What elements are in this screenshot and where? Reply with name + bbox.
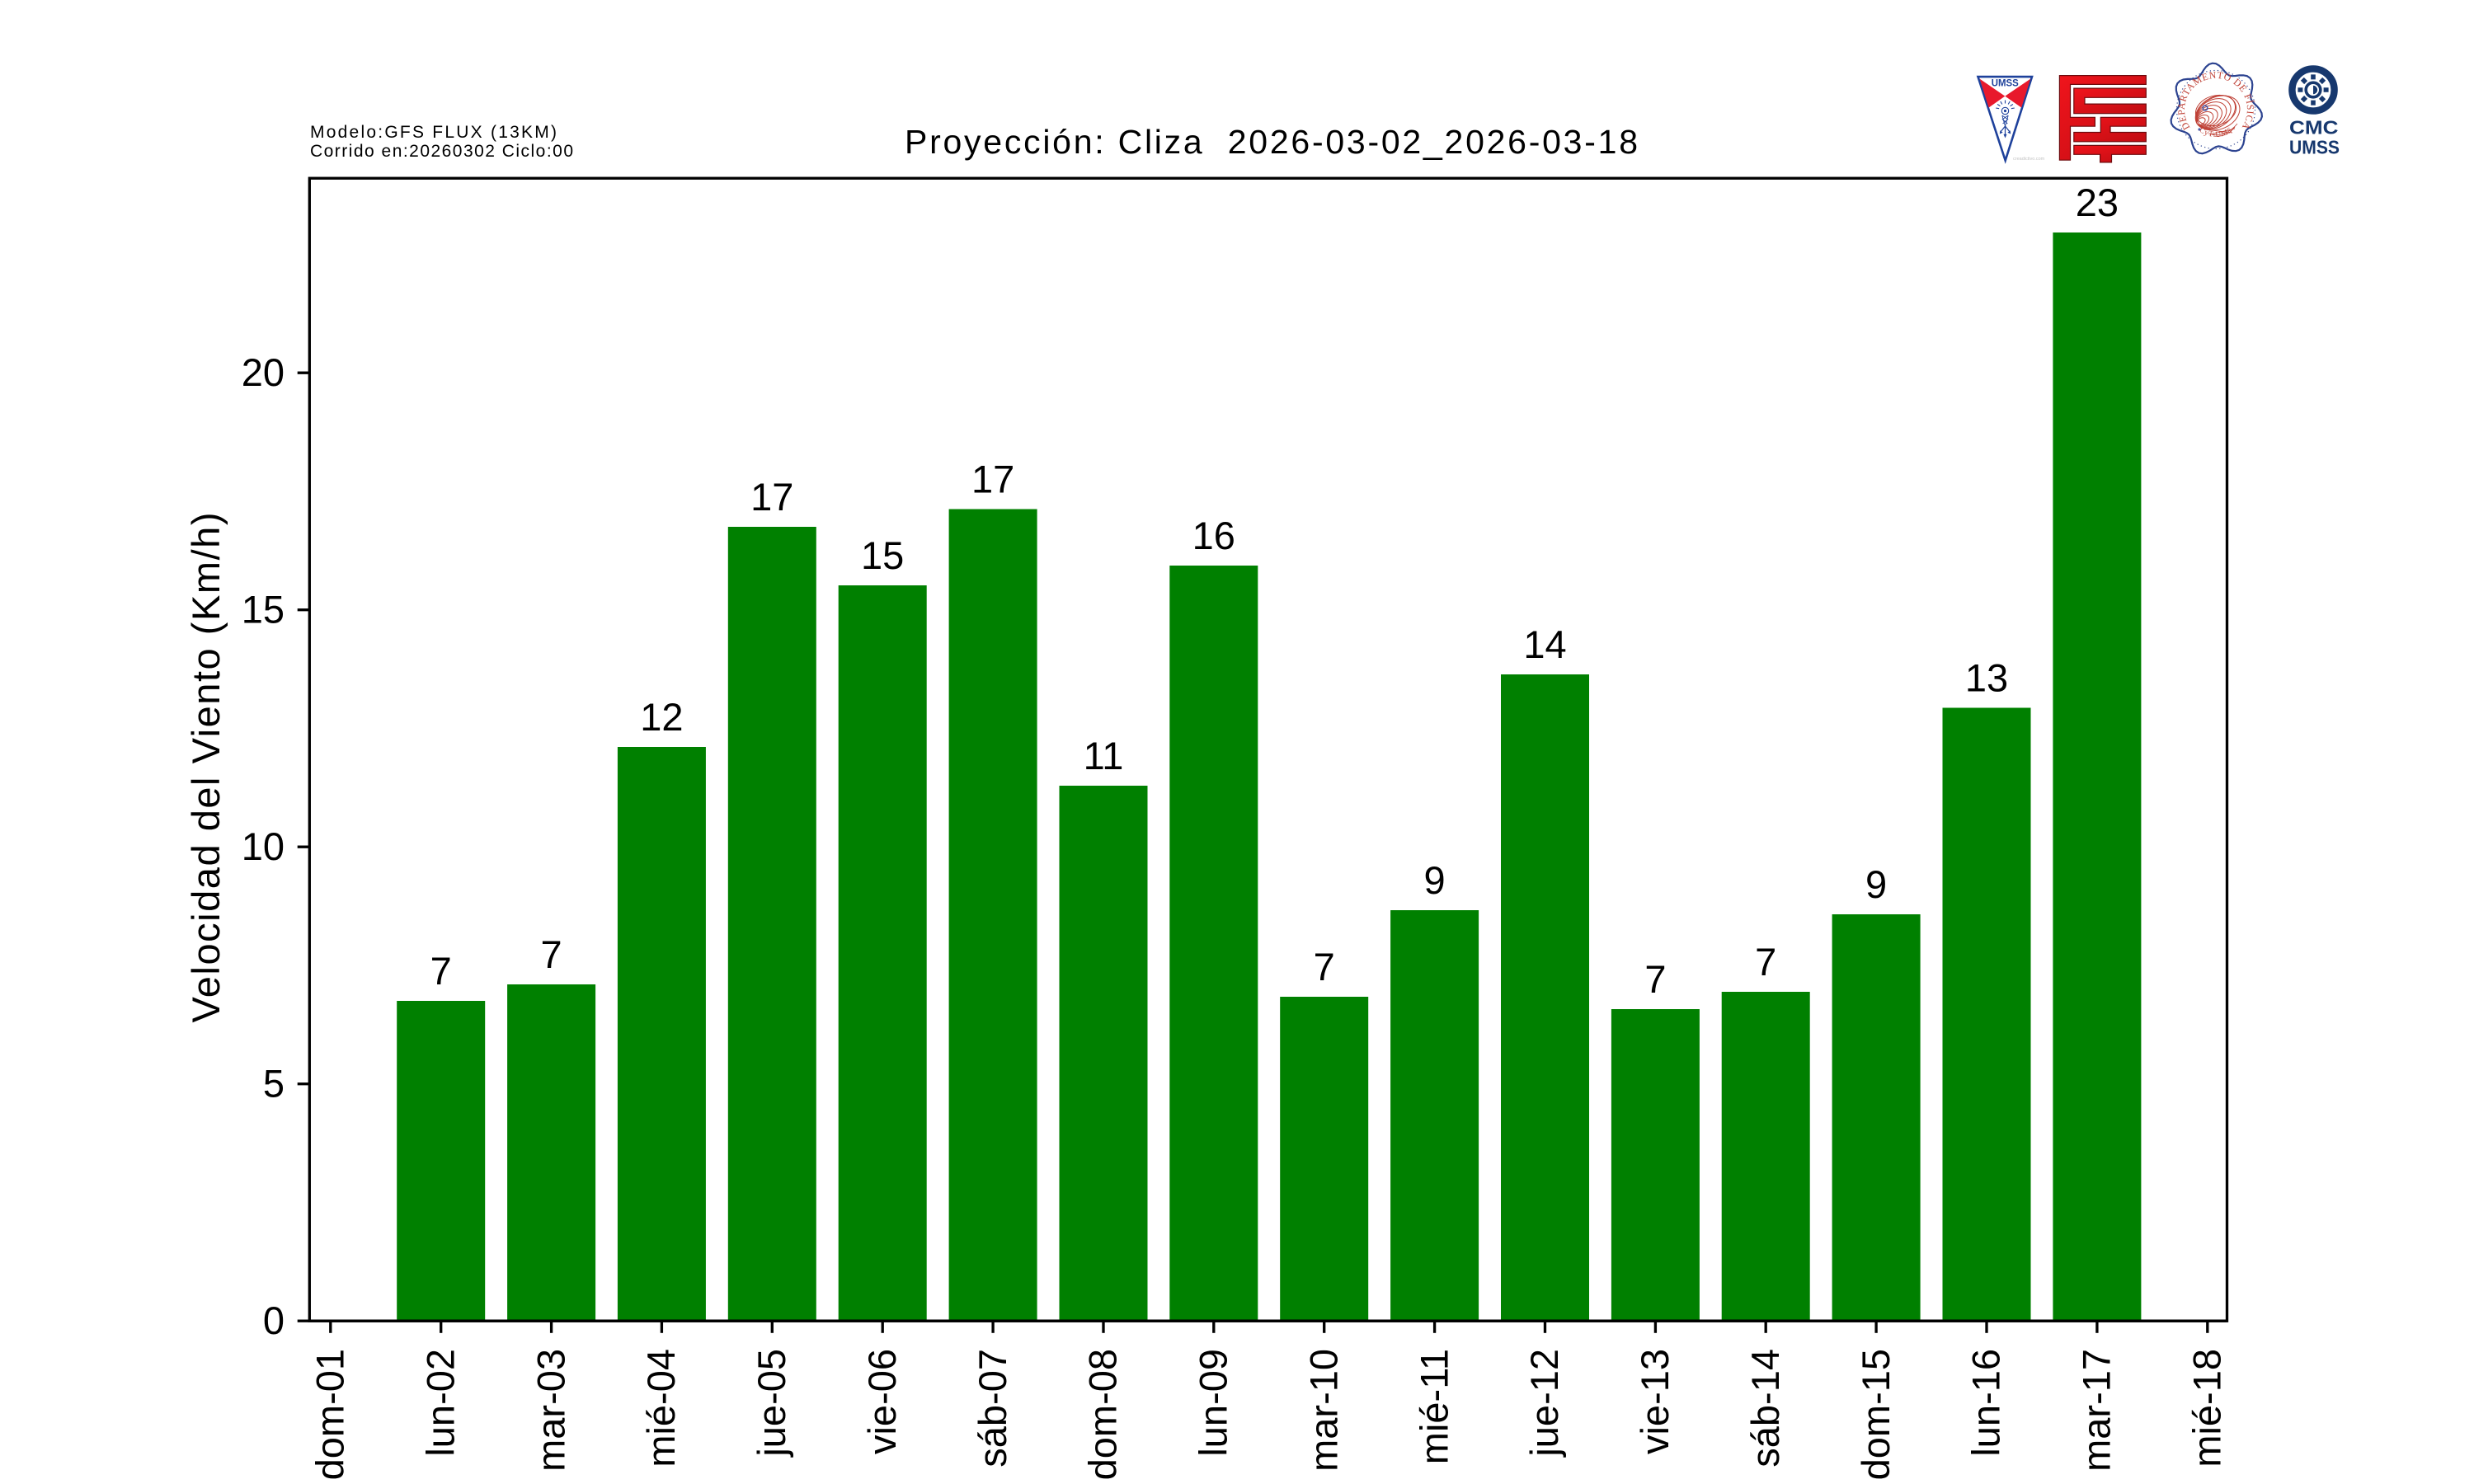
- svg-text:17: 17: [971, 458, 1014, 501]
- svg-text:dom-08: dom-08: [1081, 1349, 1125, 1480]
- svg-text:10: 10: [242, 824, 285, 868]
- svg-text:jue-12: jue-12: [1522, 1349, 1566, 1458]
- svg-text:13: 13: [1965, 656, 2008, 700]
- svg-text:vie-06: vie-06: [860, 1349, 904, 1454]
- svg-text:mar-03: mar-03: [529, 1349, 572, 1472]
- svg-text:mié-11: mié-11: [1412, 1349, 1456, 1464]
- svg-text:12: 12: [640, 695, 683, 739]
- svg-text:16: 16: [1192, 514, 1235, 557]
- svg-text:mié-04: mié-04: [639, 1349, 683, 1468]
- svg-text:sáb-14: sáb-14: [1743, 1349, 1787, 1468]
- svg-text:7: 7: [541, 932, 562, 976]
- svg-text:mar-10: mar-10: [1301, 1349, 1345, 1472]
- svg-text:lun-02: lun-02: [418, 1349, 462, 1457]
- svg-text:5: 5: [263, 1061, 285, 1105]
- svg-text:Corrido en:20260302 Ciclo:00: Corrido en:20260302 Ciclo:00: [310, 142, 573, 161]
- svg-text:7: 7: [1644, 957, 1666, 1001]
- svg-text:sáb-07: sáb-07: [971, 1349, 1014, 1468]
- svg-text:lun-09: lun-09: [1192, 1349, 1235, 1457]
- svg-text:vie-13: vie-13: [1633, 1349, 1677, 1454]
- svg-text:CMC: CMC: [2289, 116, 2339, 138]
- svg-text:jue-05: jue-05: [750, 1349, 793, 1458]
- svg-text:20: 20: [242, 350, 285, 394]
- svg-text:14: 14: [1523, 622, 1566, 666]
- svg-text:mar-17: mar-17: [2075, 1349, 2119, 1472]
- svg-text:11: 11: [1084, 734, 1124, 777]
- svg-text:creadictivo.com: creadictivo.com: [2013, 157, 2045, 162]
- svg-text:17: 17: [750, 475, 793, 519]
- svg-text:0: 0: [263, 1298, 285, 1342]
- svg-text:Velocidad del Viento (Km/h): Velocidad del Viento (Km/h): [184, 513, 228, 1023]
- svg-text:Proyección: Cliza 2026-03-02_: Proyección: Cliza 2026-03-02_2026-03-18: [905, 123, 1638, 161]
- svg-text:7: 7: [1755, 940, 1776, 984]
- svg-text:15: 15: [242, 587, 285, 631]
- svg-text:dom-01: dom-01: [308, 1349, 352, 1480]
- svg-text:mié-18: mié-18: [2185, 1349, 2229, 1468]
- svg-text:9: 9: [1865, 862, 1887, 906]
- svg-text:15: 15: [861, 533, 904, 577]
- svg-text:23: 23: [2076, 181, 2119, 224]
- svg-text:UMSS: UMSS: [1992, 79, 2019, 89]
- svg-text:lun-16: lun-16: [1964, 1349, 2008, 1457]
- svg-text:7: 7: [430, 949, 452, 993]
- svg-text:UMSS: UMSS: [2289, 137, 2340, 158]
- svg-text:Modelo:GFS FLUX (13KM): Modelo:GFS FLUX (13KM): [310, 123, 557, 142]
- svg-text:dom-15: dom-15: [1854, 1349, 1898, 1480]
- svg-text:7: 7: [1314, 945, 1335, 989]
- svg-text:9: 9: [1424, 858, 1446, 902]
